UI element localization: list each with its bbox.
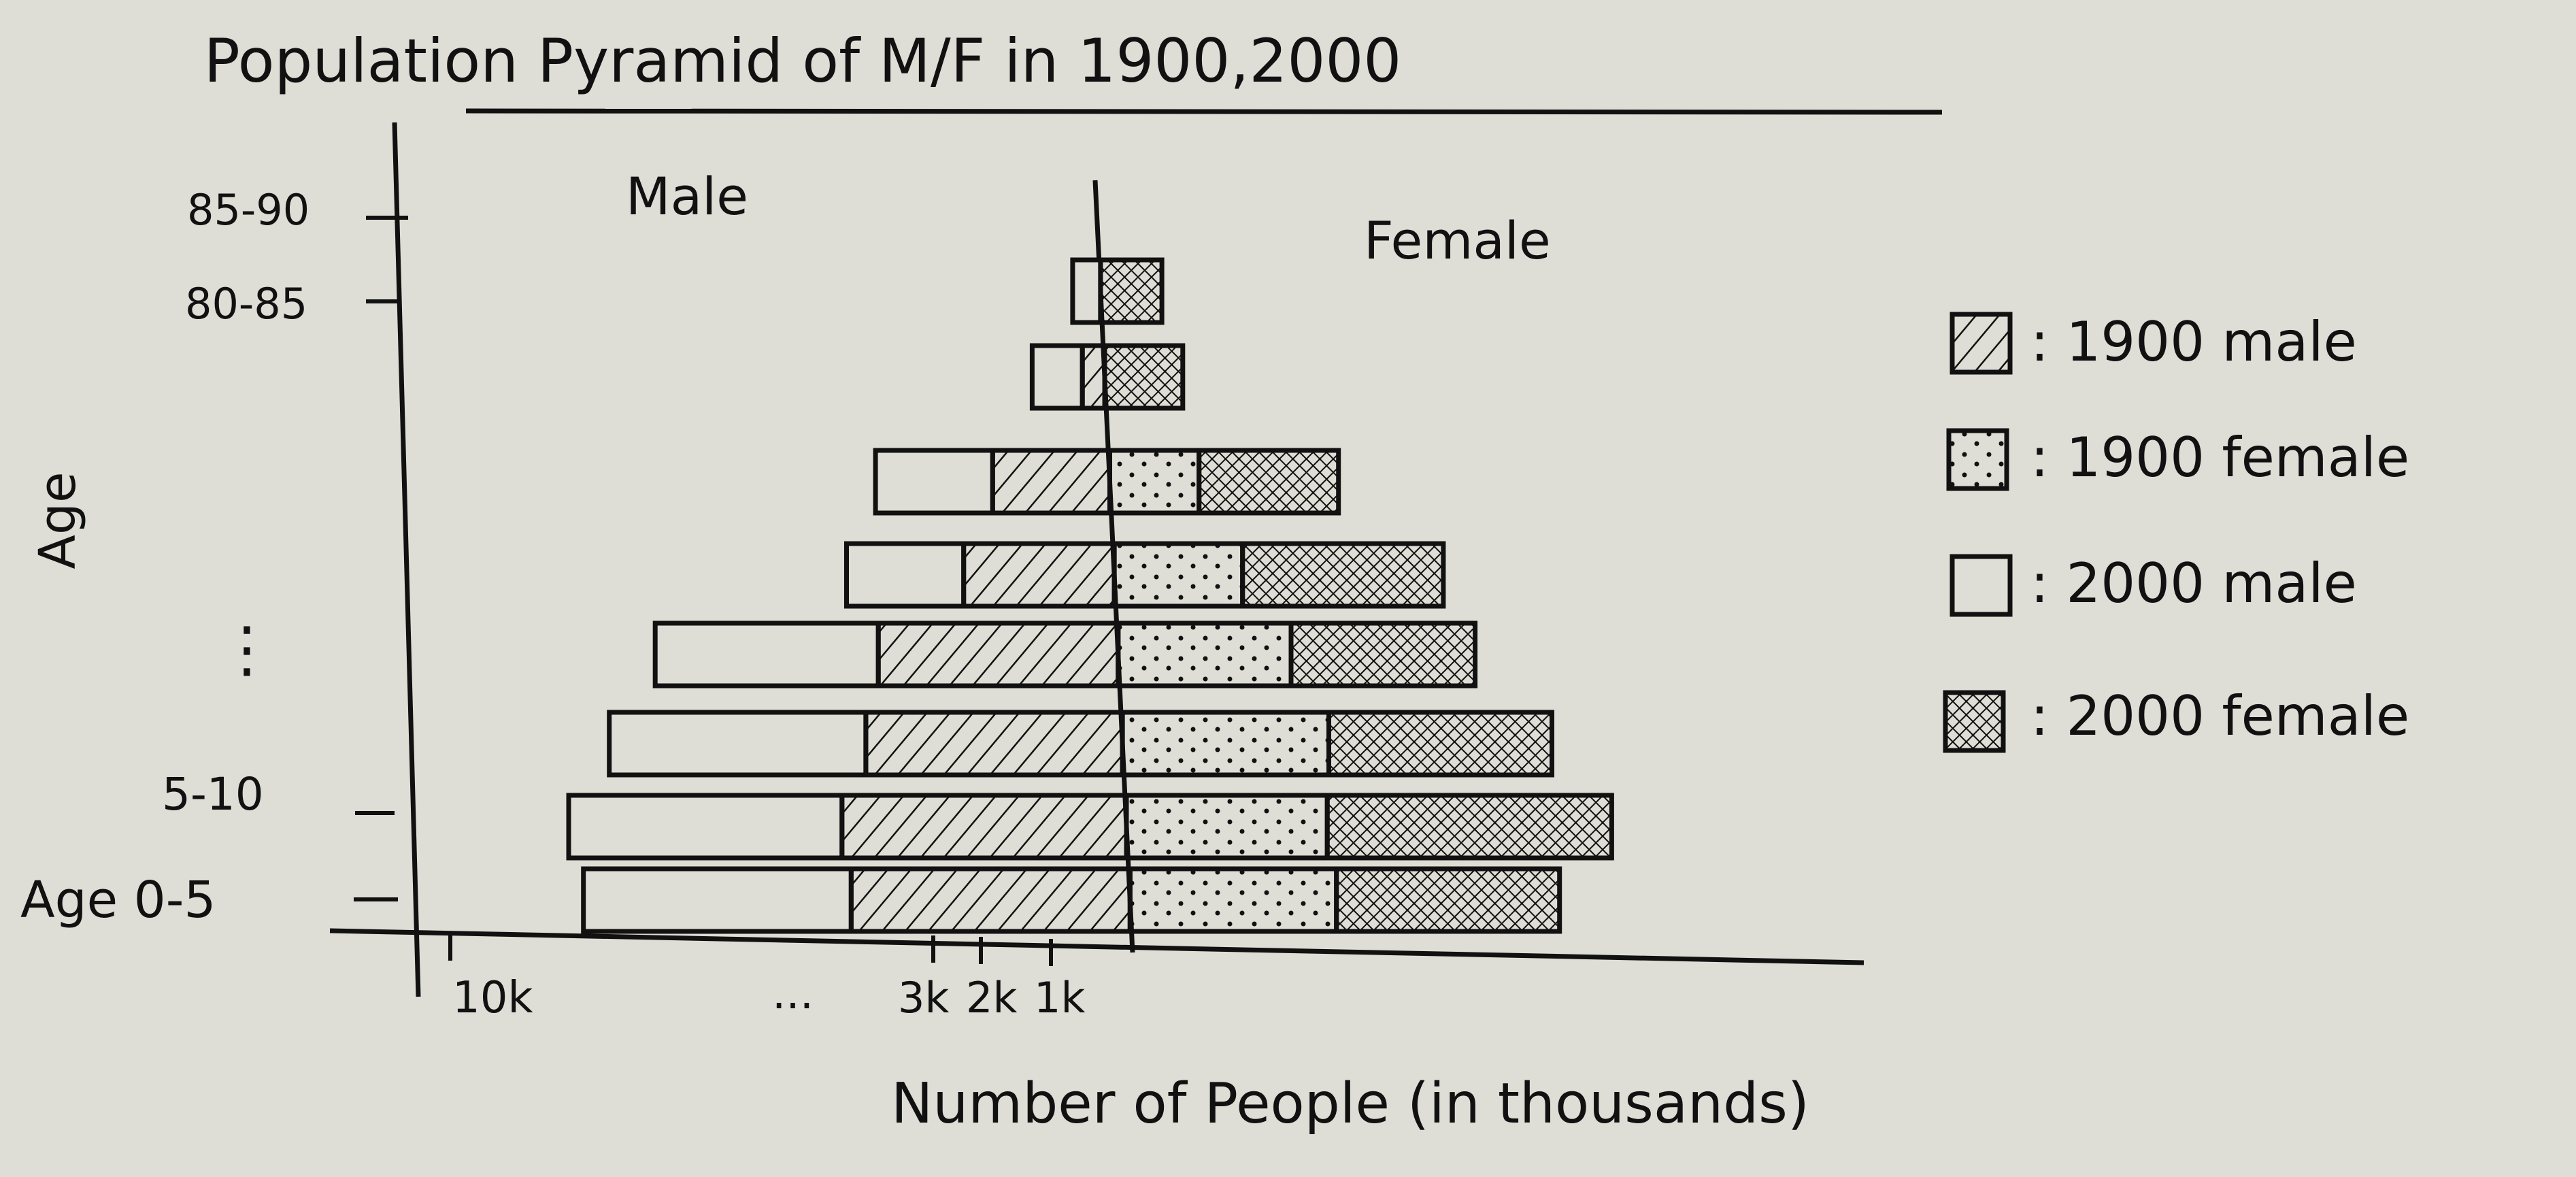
bars-group: [566, 257, 1614, 934]
bar-2000-female-row-5: [1197, 448, 1341, 516]
y-axis-line: [392, 122, 421, 997]
bar-1900-male-row-2: [863, 710, 1125, 778]
legend-label-1900-female: : 1900 female: [2030, 426, 2409, 489]
bar-2000-male-row-7: [1070, 257, 1103, 325]
age-label-80-85: 80-85: [185, 279, 307, 329]
bar-2000-male-row-6: [1029, 343, 1085, 411]
legend-swatch-2000-male: [1950, 554, 2013, 617]
bar-1900-female-row-4: [1111, 541, 1245, 609]
x-tick-label-10k: 10k: [452, 973, 533, 1023]
bar-1900-female-row-5: [1107, 448, 1202, 516]
bar-2000-female-row-2: [1326, 710, 1554, 778]
legend-swatch-1900-male: [1950, 312, 2013, 375]
bar-1900-female-row-3: [1116, 620, 1294, 689]
x-axis-line: [329, 928, 1864, 965]
bar-1900-male-row-6: [1080, 343, 1107, 411]
x-tick-label-dots: ...: [772, 969, 814, 1019]
bar-1900-male-row-0: [848, 866, 1133, 934]
bar-2000-female-row-6: [1102, 343, 1186, 411]
x-tick-label-2k: 2k: [966, 973, 1017, 1023]
bar-2000-male-row-1: [566, 793, 845, 861]
legend-swatch-1900-female: [1946, 428, 2009, 491]
bar-1900-female-row-0: [1127, 866, 1339, 934]
age-label-5-10: 5-10: [162, 768, 264, 820]
bar-2000-male-row-3: [652, 620, 881, 689]
bar-1900-male-row-1: [839, 793, 1129, 861]
bar-1900-female-row-1: [1124, 793, 1330, 861]
bar-2000-male-row-4: [844, 541, 967, 609]
legend-label-1900-male: : 1900 male: [2030, 310, 2357, 374]
age-label-85-90: 85-90: [187, 185, 310, 235]
legend-label-2000-male: : 2000 male: [2030, 552, 2357, 615]
legend-label-2000-female: : 2000 female: [2030, 684, 2409, 748]
age-label-0-5: Age 0-5: [20, 871, 216, 929]
bar-2000-female-row-1: [1324, 793, 1614, 861]
x-axis-title: Number of People (in thousands): [891, 1072, 1809, 1136]
age-label-ellipsis: ⋮: [216, 614, 278, 685]
y-axis-title: Age: [29, 471, 87, 569]
bar-2000-female-row-7: [1098, 257, 1165, 325]
bar-2000-female-row-3: [1288, 620, 1478, 689]
x-tick-label-3k: 3k: [898, 973, 949, 1023]
side-label-female: Female: [1364, 210, 1551, 271]
bar-1900-male-row-5: [990, 448, 1113, 516]
legend-swatch-2000-female: [1943, 690, 2006, 753]
title-underline: [465, 108, 1943, 115]
side-label-male: Male: [626, 166, 748, 227]
bar-2000-female-row-0: [1334, 866, 1562, 934]
bar-1900-male-row-3: [875, 620, 1121, 689]
chart-title: Population Pyramid of M/F in 1900,2000: [204, 26, 1402, 96]
bar-2000-female-row-4: [1240, 541, 1446, 609]
bar-2000-male-row-5: [873, 448, 995, 516]
bar-1900-male-row-4: [961, 541, 1117, 609]
x-tick-label-1k: 1k: [1034, 973, 1085, 1023]
legend: : 1900 male : 1900 female : 2000 male : …: [1943, 310, 2409, 753]
bar-2000-male-row-2: [607, 710, 869, 778]
bar-1900-female-row-2: [1120, 710, 1331, 778]
bar-2000-male-row-0: [581, 866, 854, 934]
